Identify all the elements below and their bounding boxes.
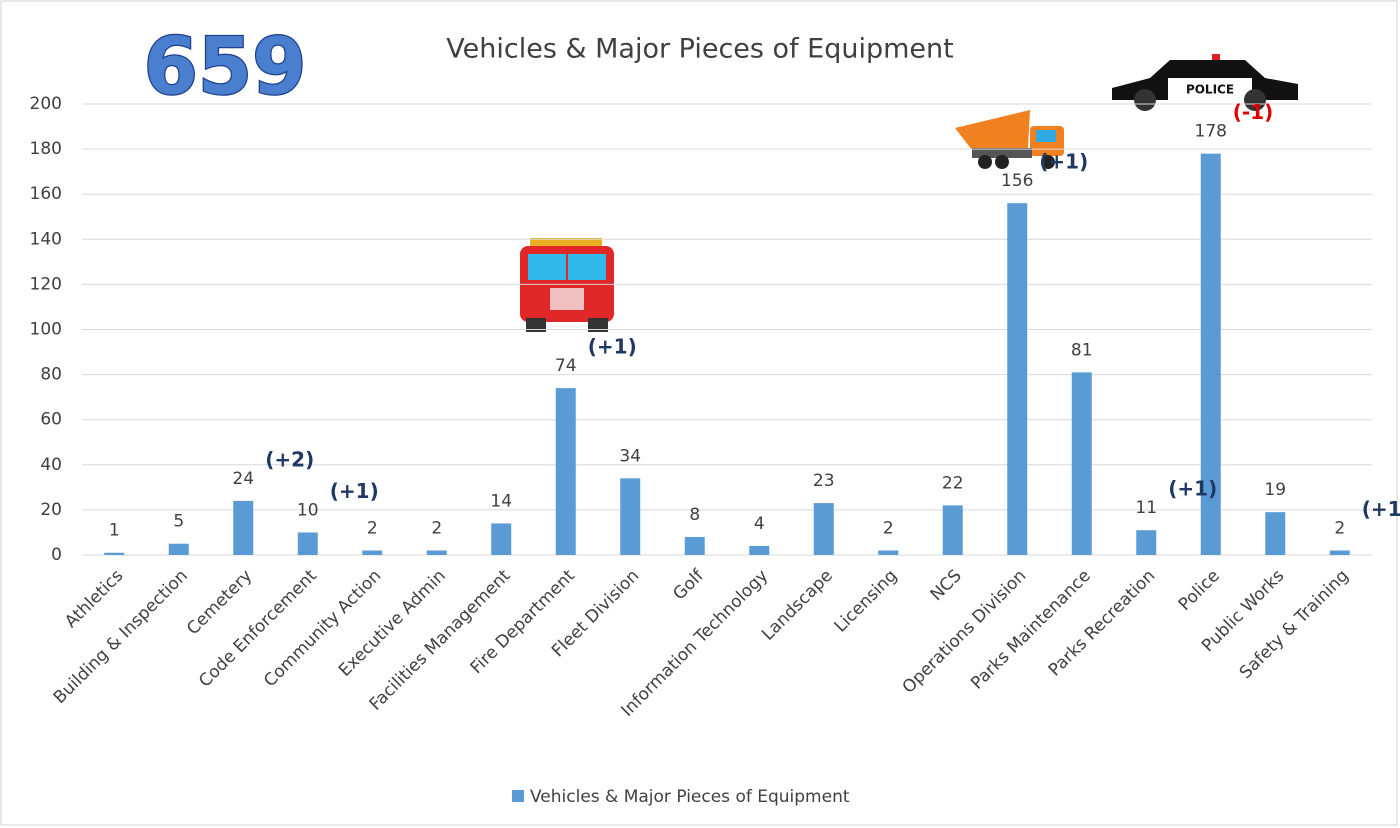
legend-swatch [512, 790, 524, 802]
change-annotation: (+1) [1168, 477, 1217, 501]
fire-truck-icon [520, 238, 614, 332]
chart: 659 Vehicles & Major Pieces of Equipment… [0, 0, 1400, 828]
y-tick-label: 160 [30, 184, 62, 204]
y-tick-label: 60 [40, 410, 62, 430]
bar [1265, 512, 1285, 555]
value-label: 2 [883, 518, 894, 538]
value-label: 19 [1264, 480, 1286, 500]
bar [491, 523, 511, 555]
bar [1136, 530, 1156, 555]
total-count: 659 [144, 22, 307, 112]
bar [233, 501, 253, 555]
page: 659 Vehicles & Major Pieces of Equipment… [0, 0, 1400, 828]
value-label: 22 [942, 473, 964, 493]
value-label: 2 [431, 518, 442, 538]
bar [685, 537, 705, 555]
value-label: 8 [689, 505, 700, 525]
change-annotation: (+1) [330, 479, 379, 503]
value-label: 5 [173, 512, 184, 532]
bar [1072, 372, 1092, 555]
chart-border [1, 1, 1397, 825]
y-tick-label: 180 [30, 139, 62, 159]
value-label: 23 [813, 471, 835, 491]
value-label: 34 [619, 446, 641, 466]
y-tick-label: 200 [30, 94, 62, 114]
value-label: 2 [1334, 518, 1345, 538]
bar [878, 550, 898, 555]
bar [1007, 203, 1027, 555]
value-label: 4 [754, 514, 765, 534]
value-label: 81 [1071, 340, 1093, 360]
y-tick-label: 0 [51, 545, 62, 565]
police-car-label: POLICE [1186, 83, 1234, 97]
change-annotation: (+2) [265, 447, 314, 471]
legend: Vehicles & Major Pieces of Equipment [512, 787, 850, 807]
bar [427, 550, 447, 555]
value-label: 14 [490, 491, 512, 511]
y-tick-label: 20 [40, 500, 62, 520]
bar [814, 503, 834, 555]
change-annotation: (+1) [1039, 150, 1088, 174]
bar [104, 553, 124, 555]
value-label: 1 [109, 521, 120, 541]
chart-title: Vehicles & Major Pieces of Equipment [446, 34, 953, 65]
value-label: 2 [367, 518, 378, 538]
value-label: 74 [555, 356, 577, 376]
bar [943, 505, 963, 555]
value-label: 11 [1135, 498, 1157, 518]
value-label: 24 [232, 469, 254, 489]
value-label: 178 [1195, 122, 1227, 142]
bar [1330, 550, 1350, 555]
y-tick-label: 140 [30, 229, 62, 249]
bar [298, 532, 318, 555]
y-tick-label: 120 [30, 274, 62, 294]
y-tick-label: 100 [30, 320, 62, 340]
bar [749, 546, 769, 555]
bar [620, 478, 640, 555]
value-label: 156 [1001, 171, 1033, 191]
y-tick-label: 40 [40, 455, 62, 475]
value-label: 10 [297, 500, 319, 520]
bar [556, 388, 576, 555]
bar [169, 544, 189, 555]
change-annotation: (+1) [588, 335, 637, 359]
change-annotation: (+1) [1362, 497, 1400, 521]
change-annotation: (-1) [1233, 100, 1274, 124]
legend-label: Vehicles & Major Pieces of Equipment [530, 787, 850, 807]
y-tick-label: 80 [40, 365, 62, 385]
bar [362, 550, 382, 555]
